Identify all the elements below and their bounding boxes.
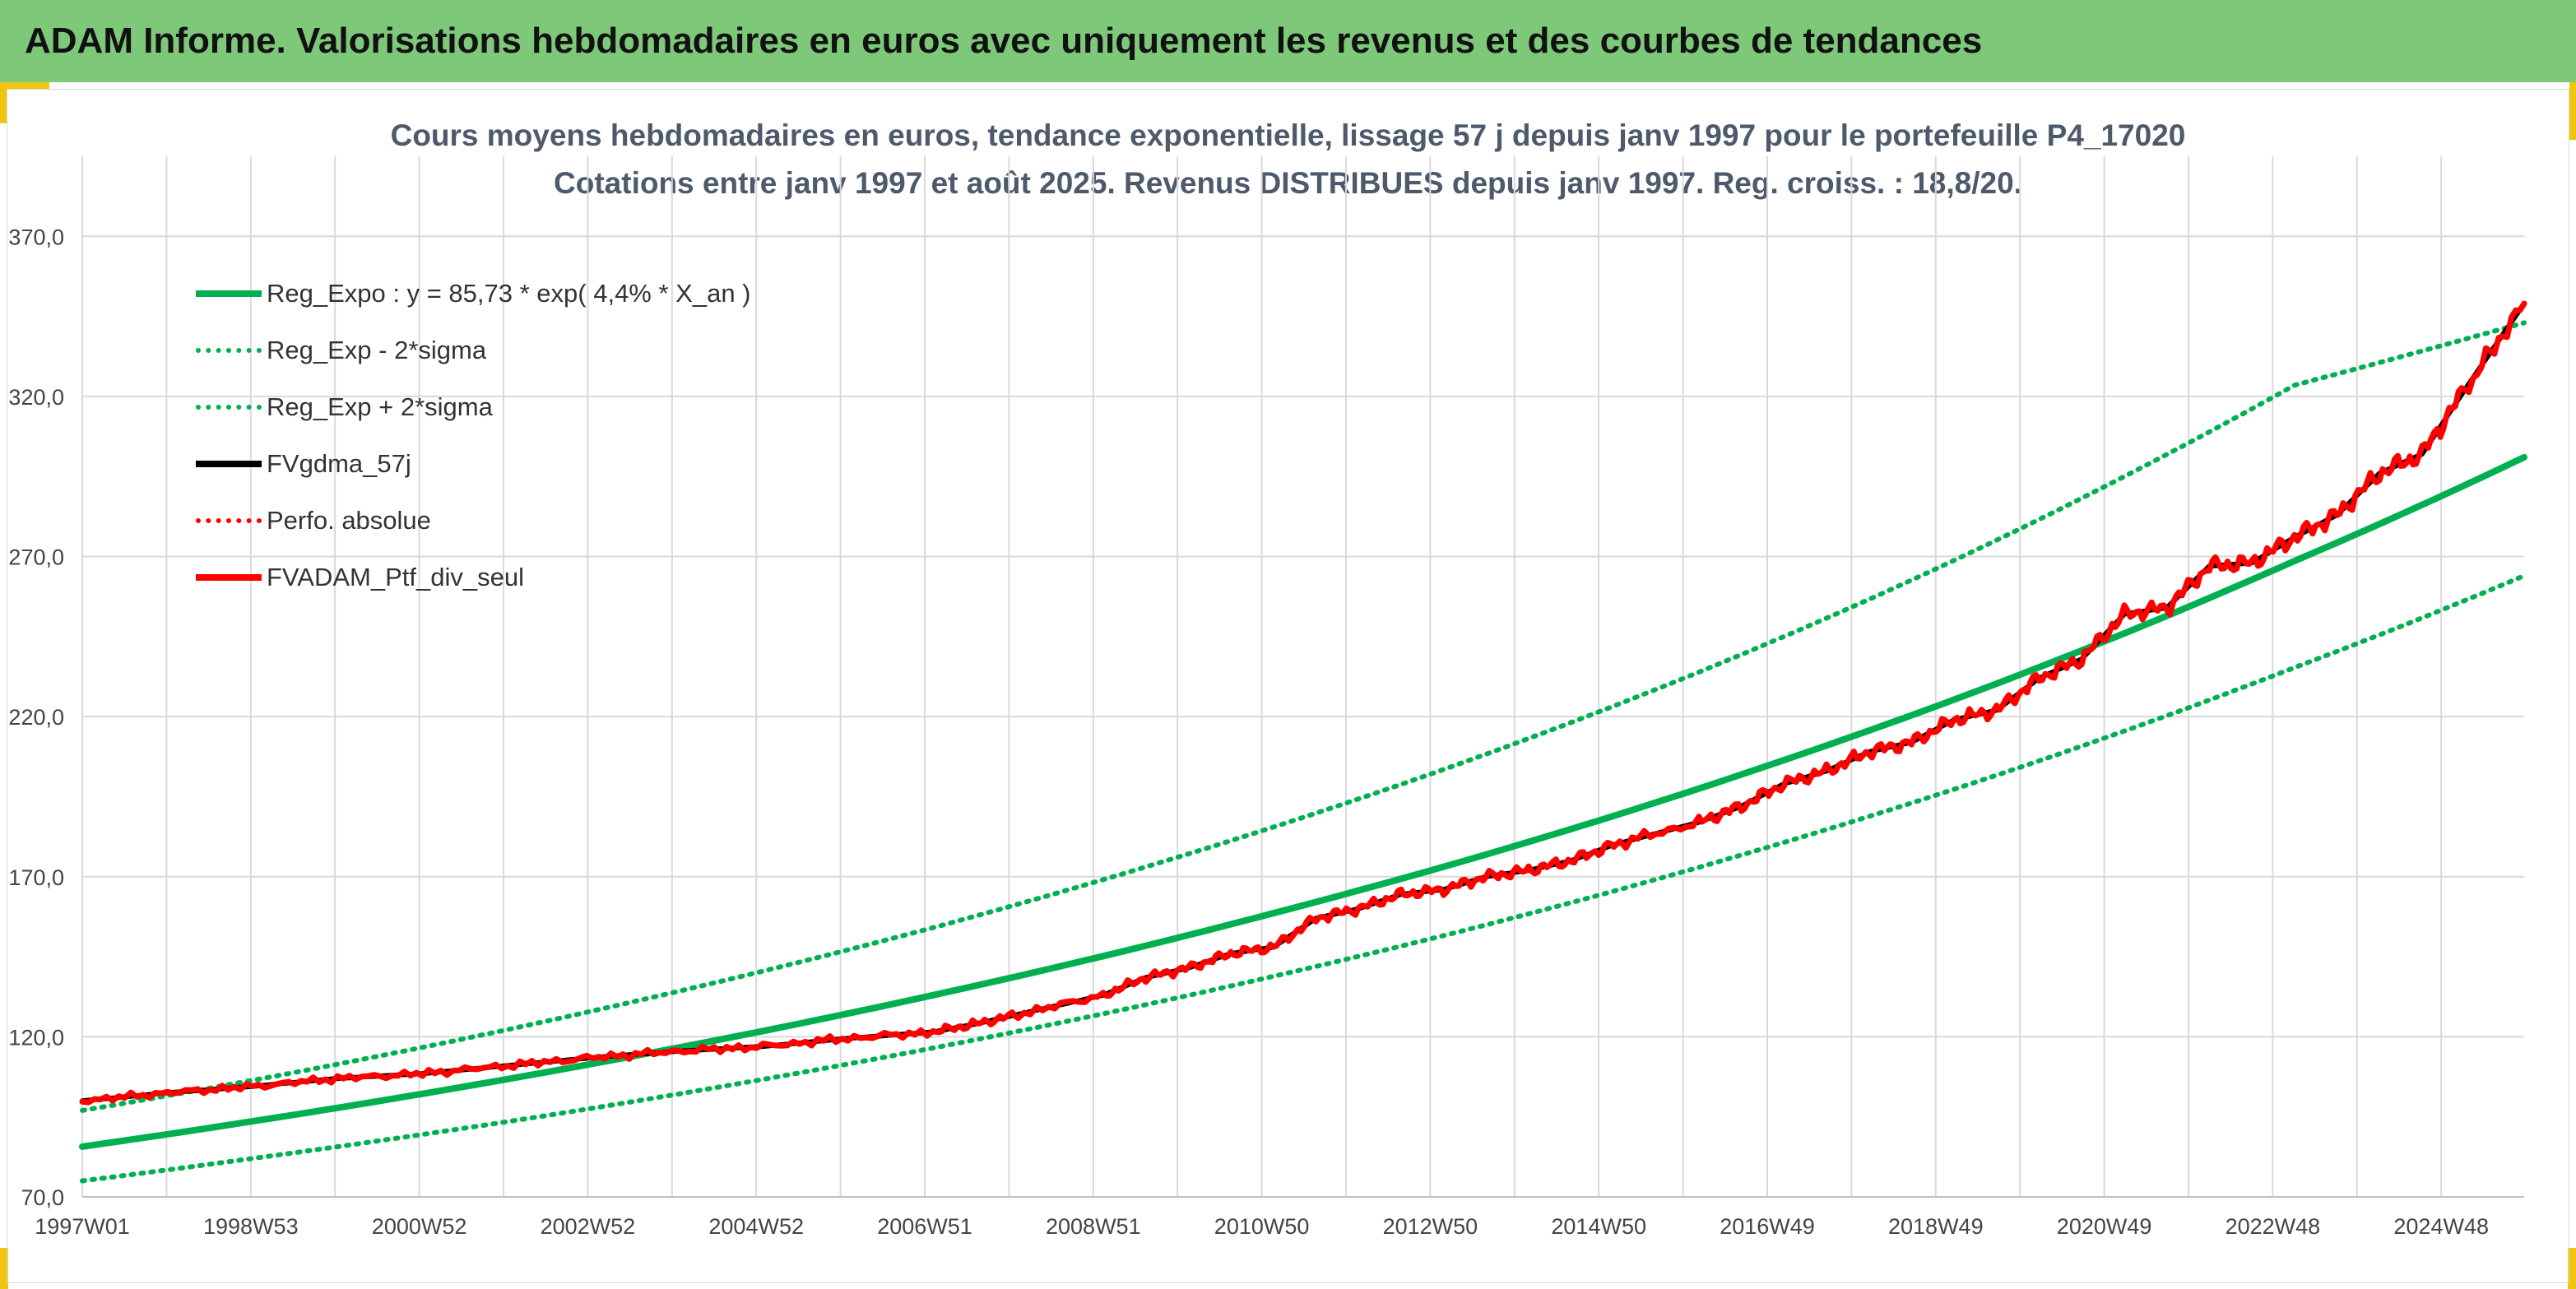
series-line-0 bbox=[79, 453, 2527, 1150]
chart-title-block: Cours moyens hebdomadaires en euros, ten… bbox=[0, 112, 2576, 207]
y-tick-label: 270,0 bbox=[8, 545, 64, 570]
legend-swatch bbox=[196, 460, 262, 467]
legend-label: Reg_Exp - 2*sigma bbox=[267, 335, 487, 364]
legend-item: FVgdma_57j bbox=[196, 435, 751, 492]
x-tick-label: 2004W52 bbox=[708, 1214, 804, 1239]
x-tick-label: 2010W50 bbox=[1214, 1214, 1310, 1239]
legend-label: Reg_Expo : y = 85,73 * exp( 4,4% * X_an … bbox=[267, 278, 751, 308]
legend-item: Reg_Expo : y = 85,73 * exp( 4,4% * X_an … bbox=[196, 265, 751, 322]
x-tick-label: 2014W50 bbox=[1551, 1214, 1646, 1239]
series-line-2 bbox=[80, 320, 2527, 1113]
x-tick-label: 1997W01 bbox=[35, 1214, 130, 1239]
banner-title: ADAM Informe. Valorisations hebdomadaire… bbox=[25, 21, 1983, 61]
chart-frame bbox=[7, 89, 2569, 1283]
accent-bar-top bbox=[0, 82, 49, 89]
y-tick-label: 70,0 bbox=[21, 1185, 64, 1210]
y-tick-label: 370,0 bbox=[8, 225, 64, 249]
series-line-1 bbox=[80, 573, 2527, 1184]
x-tick-label: 2020W49 bbox=[2057, 1214, 2152, 1239]
report-banner: ADAM Informe. Valorisations hebdomadaire… bbox=[0, 0, 2576, 82]
y-tick-label: 120,0 bbox=[8, 1025, 64, 1050]
chart-legend: Reg_Expo : y = 85,73 * exp( 4,4% * X_an … bbox=[196, 265, 751, 605]
series-layer bbox=[79, 300, 2527, 1184]
ticks-layer: 70,0 120,0 170,0 220,0 270,0 320,0 370,0 1997W0… bbox=[8, 225, 2489, 1239]
legend-swatch bbox=[196, 404, 262, 410]
legend-item: Perfo. absolue bbox=[196, 492, 751, 549]
y-tick-label: 320,0 bbox=[8, 385, 64, 410]
legend-swatch bbox=[196, 517, 262, 523]
legend-swatch bbox=[196, 347, 262, 353]
x-tick-label: 2018W49 bbox=[1888, 1214, 1984, 1239]
x-tick-label: 1998W53 bbox=[203, 1214, 299, 1239]
grid-layer bbox=[81, 156, 2524, 1198]
accent-bar-right bbox=[2569, 82, 2576, 140]
y-tick-label: 170,0 bbox=[8, 865, 64, 890]
chart-title: Cours moyens hebdomadaires en euros, ten… bbox=[390, 118, 2186, 152]
legend-swatch bbox=[196, 573, 262, 581]
accent-bar-left bbox=[0, 82, 7, 123]
legend-item: Reg_Exp + 2*sigma bbox=[196, 378, 751, 435]
accent-bar-bottom-left bbox=[0, 1248, 8, 1289]
x-tick-label: 2006W51 bbox=[877, 1214, 972, 1239]
x-tick-label: 2012W50 bbox=[1383, 1214, 1478, 1239]
x-tick-label: 2000W52 bbox=[372, 1214, 467, 1239]
accent-bar-bottom-right bbox=[2568, 1248, 2576, 1289]
chart-subtitle: Cotations entre janv 1997 et août 2025. … bbox=[554, 166, 2022, 200]
series-line-5 bbox=[79, 300, 2527, 1106]
x-tick-label: 2024W48 bbox=[2393, 1214, 2489, 1239]
legend-label: Perfo. absolue bbox=[267, 505, 431, 535]
x-tick-label: 2002W52 bbox=[541, 1214, 636, 1239]
y-tick-label: 220,0 bbox=[8, 705, 64, 730]
legend-label: FVADAM_Ptf_div_seul bbox=[267, 562, 524, 591]
legend-item: Reg_Exp - 2*sigma bbox=[196, 322, 751, 378]
x-tick-label: 2008W51 bbox=[1046, 1214, 1141, 1239]
x-tick-label: 2022W48 bbox=[2226, 1214, 2321, 1239]
legend-item: FVADAM_Ptf_div_seul bbox=[196, 549, 751, 605]
x-tick-label: 2016W49 bbox=[1720, 1214, 1815, 1239]
legend-label: Reg_Exp + 2*sigma bbox=[267, 392, 493, 421]
legend-label: FVgdma_57j bbox=[267, 448, 411, 478]
legend-swatch bbox=[196, 290, 262, 297]
